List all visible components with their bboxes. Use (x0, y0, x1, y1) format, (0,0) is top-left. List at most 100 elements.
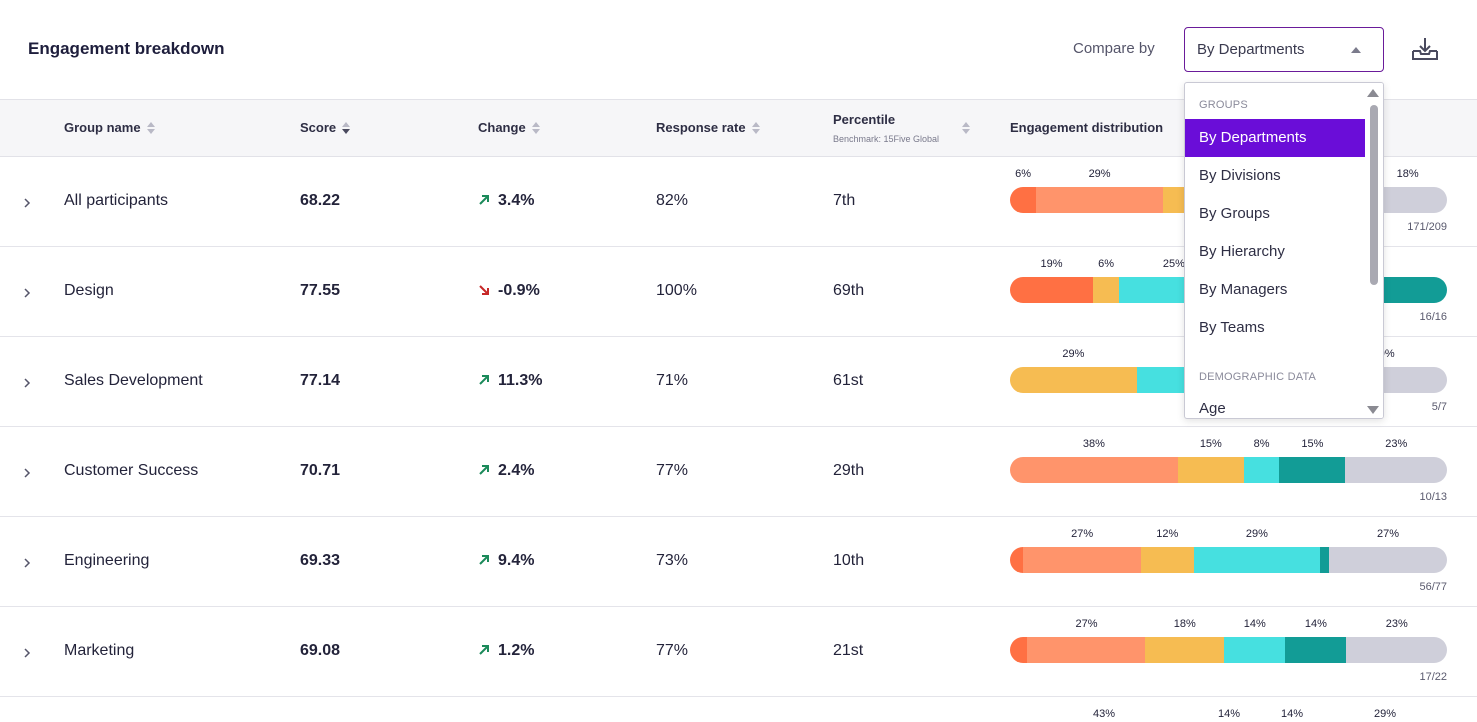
distribution-segment (1177, 457, 1245, 483)
distribution-segment (1036, 187, 1164, 213)
chevron-right-icon[interactable] (22, 646, 32, 658)
segment-label: 18% (1173, 618, 1196, 630)
distribution-segment (1093, 277, 1120, 303)
trend-up-icon (478, 373, 490, 385)
percentile-value: 21st (833, 642, 864, 659)
dropdown-scrollbar[interactable] (1365, 83, 1383, 418)
trend-up-icon (478, 463, 490, 475)
score-value: 70.71 (300, 462, 341, 479)
trend-up-icon (478, 643, 490, 655)
column-header-group-name[interactable]: Group name (64, 120, 156, 135)
distribution-segment (1010, 277, 1094, 303)
download-icon[interactable] (1410, 36, 1440, 64)
dropdown-item-by-divisions[interactable]: By Divisions (1199, 167, 1281, 184)
column-header-response-rate[interactable]: Response rate (656, 120, 761, 135)
group-name[interactable]: Design (64, 282, 114, 299)
scroll-down-icon[interactable] (1367, 406, 1379, 414)
table-row[interactable]: Engineering 69.33 9.4% 73% 10th 56/77 27% 12% 29… (0, 517, 1477, 607)
segment-label: 6% (1015, 168, 1032, 180)
response-rate-value: 77% (656, 642, 689, 659)
response-count: 17/22 (1419, 671, 1447, 683)
sort-icon (531, 122, 541, 135)
distribution-segment (1023, 547, 1142, 573)
segment-label: 14% (1304, 618, 1327, 630)
response-count: 171/209 (1407, 221, 1447, 233)
response-count: 56/77 (1419, 581, 1447, 593)
engagement-distribution-bar[interactable] (1010, 457, 1447, 483)
response-rate-value: 100% (656, 282, 697, 299)
compare-by-label: Compare by (1073, 40, 1155, 57)
compare-by-select[interactable]: By Departments (1184, 27, 1384, 72)
group-name[interactable]: Engineering (64, 552, 150, 569)
segment-label: 38% (1082, 438, 1105, 450)
distribution-segment (1141, 547, 1195, 573)
segment-label: 43% (1092, 708, 1116, 720)
segment-label: 29% (1245, 528, 1268, 540)
dropdown-item-by-departments[interactable]: By Departments (1185, 119, 1365, 157)
segment-label: 15% (1301, 438, 1324, 450)
chevron-right-icon[interactable] (22, 466, 32, 478)
column-header-score[interactable]: Score (300, 120, 351, 135)
distribution-segment (1320, 547, 1330, 573)
sort-icon (146, 122, 156, 135)
segment-label: 25% (1162, 258, 1185, 270)
distribution-segment (1027, 637, 1146, 663)
segment-label: 8% (1253, 438, 1270, 450)
response-rate-value: 71% (656, 372, 689, 389)
distribution-segment (1010, 637, 1028, 663)
percentile-value: 29th (833, 462, 865, 479)
segment-label: 23% (1385, 438, 1408, 450)
distribution-segment (1010, 547, 1024, 573)
segment-label: 29% (1088, 168, 1111, 180)
response-rate-value: 77% (656, 462, 689, 479)
table-row[interactable]: Marketing 69.08 1.2% 77% 21st 17/22 27% 18% 14% 1… (0, 607, 1477, 697)
group-name[interactable]: All participants (64, 192, 169, 209)
score-value: 69.33 (300, 552, 341, 569)
segment-label: 14% (1217, 708, 1241, 720)
scrollbar-thumb[interactable] (1370, 105, 1378, 285)
distribution-segment (1145, 637, 1225, 663)
dropdown-item-by-managers[interactable]: By Managers (1199, 281, 1288, 298)
trend-up-icon (478, 553, 490, 565)
score-value: 68.22 (300, 192, 341, 209)
percentile-sort[interactable] (962, 120, 971, 135)
column-header-change[interactable]: Change (478, 120, 541, 135)
dropdown-item-by-hierarchy[interactable]: By Hierarchy (1199, 243, 1285, 260)
group-name[interactable]: Sales Development (64, 372, 203, 389)
engagement-distribution-bar[interactable] (1010, 637, 1447, 663)
engagement-distribution-bar[interactable] (1010, 547, 1447, 573)
chevron-right-icon[interactable] (22, 286, 32, 298)
distribution-segment (1243, 457, 1280, 483)
chevron-right-icon[interactable] (22, 376, 32, 388)
trend-down-icon (478, 283, 490, 295)
chevron-right-icon[interactable] (22, 196, 32, 208)
column-header-percentile[interactable]: Percentile (833, 112, 896, 127)
trend-up-icon (478, 193, 490, 205)
response-count: 10/13 (1419, 491, 1447, 503)
segment-label: 27% (1376, 528, 1400, 540)
group-name[interactable]: Marketing (64, 642, 135, 659)
segment-label: 29% (1373, 708, 1397, 720)
segment-label: 15% (1199, 438, 1222, 450)
percentile-value: 10th (833, 552, 865, 569)
sort-descending-icon (342, 122, 351, 135)
group-name[interactable]: Customer Success (64, 462, 199, 479)
dropdown-item-age[interactable]: Age (1199, 400, 1226, 417)
segment-label: 19% (1040, 258, 1063, 270)
chevron-right-icon[interactable] (22, 556, 32, 568)
scroll-up-icon[interactable] (1367, 89, 1379, 97)
segment-label: 27% (1075, 618, 1098, 630)
segment-label: 29% (1062, 348, 1085, 360)
change-value: 1.2% (478, 642, 534, 660)
change-value: -0.9% (478, 282, 540, 300)
response-count: 16/16 (1419, 311, 1447, 323)
distribution-segment (1193, 547, 1321, 573)
dropdown-item-by-teams[interactable]: By Teams (1199, 319, 1265, 336)
distribution-segment (1224, 637, 1286, 663)
response-rate-value: 82% (656, 192, 689, 209)
distribution-segment (1346, 637, 1447, 663)
segment-label: 12% (1156, 528, 1179, 540)
table-row[interactable]: Customer Success 70.71 2.4% 77% 29th 10/13 38%… (0, 427, 1477, 517)
dropdown-item-by-groups[interactable]: By Groups (1199, 205, 1270, 222)
distribution-segment (1285, 637, 1347, 663)
